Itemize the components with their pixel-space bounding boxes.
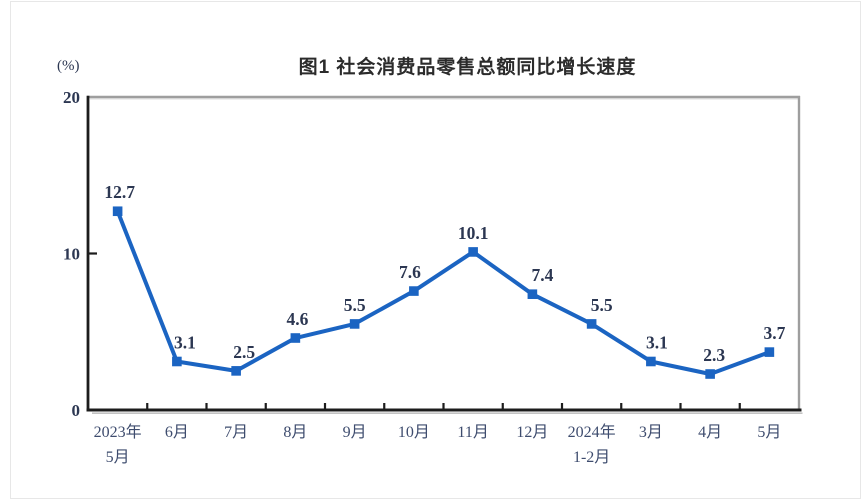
x-tick-label: 2024年 1-2月 (568, 423, 616, 466)
data-point-marker (172, 356, 182, 367)
data-point-marker (646, 356, 656, 367)
x-tick-label: 6月 (165, 424, 189, 441)
x-tick-label: 3月 (639, 424, 663, 441)
data-point-label: 2.3 (703, 345, 725, 365)
data-point-label: 3.7 (763, 323, 785, 343)
data-point-label: 7.6 (399, 262, 421, 282)
x-tick-label: 11月 (457, 424, 488, 441)
data-point-marker (290, 333, 301, 343)
data-point-label: 10.1 (458, 223, 489, 243)
x-tick-label: 8月 (283, 424, 307, 441)
x-tick-label: 5月 (757, 424, 781, 441)
data-point-label: 7.4 (531, 265, 553, 285)
data-point-marker (705, 369, 715, 379)
y-tick-label: 10 (63, 245, 80, 264)
data-point-marker (231, 366, 241, 376)
data-line (115, 210, 771, 377)
x-tick-label: 12月 (516, 424, 548, 441)
data-point-label: 12.7 (104, 182, 135, 202)
data-point-marker (409, 286, 419, 296)
data-point-marker (527, 289, 538, 299)
data-point-label: 5.5 (591, 295, 613, 315)
data-point-label: 4.6 (286, 309, 308, 329)
data-point-marker (112, 206, 123, 217)
y-tick-label: 20 (63, 88, 80, 107)
data-point-marker (468, 247, 478, 257)
data-point-label: 5.5 (344, 295, 366, 315)
y-tick-label: 0 (72, 401, 81, 420)
data-point-marker (586, 319, 597, 329)
y-axis-unit-label: (%) (57, 58, 80, 74)
x-tick-label: 2023年 5月 (94, 423, 142, 466)
data-point-label: 3.1 (174, 332, 196, 352)
x-tick-label: 10月 (398, 424, 430, 441)
x-tick-label: 4月 (698, 424, 722, 441)
data-point-marker (764, 347, 775, 357)
x-tick-label: 9月 (343, 424, 367, 441)
x-tick-label: 7月 (224, 424, 248, 441)
chart-card (10, 1, 861, 499)
data-point-label: 2.5 (233, 342, 255, 362)
data-point-label: 3.1 (646, 332, 668, 352)
data-point-marker (349, 319, 360, 329)
chart-title: 图1 社会消费品零售总额同比增长速度 (298, 57, 637, 78)
